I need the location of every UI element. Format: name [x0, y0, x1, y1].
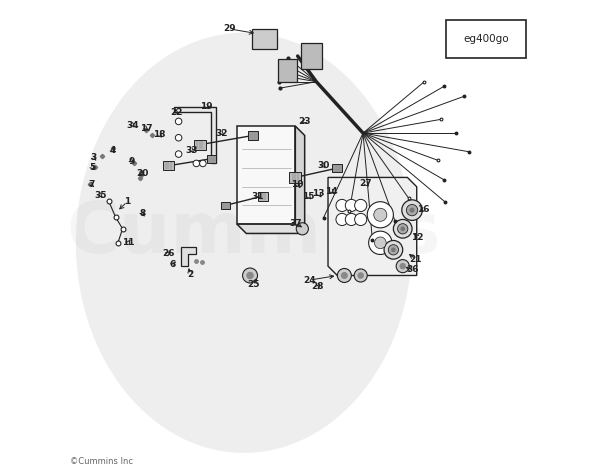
- FancyBboxPatch shape: [248, 131, 259, 140]
- Circle shape: [367, 202, 394, 228]
- Circle shape: [368, 231, 392, 255]
- Text: 30: 30: [317, 161, 329, 170]
- Circle shape: [394, 219, 412, 238]
- Circle shape: [388, 245, 398, 255]
- FancyBboxPatch shape: [163, 161, 174, 170]
- Circle shape: [374, 237, 386, 249]
- Circle shape: [175, 118, 182, 124]
- Text: 6: 6: [170, 260, 176, 269]
- Circle shape: [391, 248, 396, 252]
- Circle shape: [336, 213, 348, 226]
- Text: 27: 27: [359, 178, 371, 188]
- FancyBboxPatch shape: [206, 155, 216, 163]
- Text: 9: 9: [129, 157, 135, 166]
- Text: 37: 37: [289, 219, 302, 228]
- Circle shape: [409, 207, 415, 212]
- Circle shape: [396, 260, 409, 273]
- Circle shape: [398, 224, 408, 234]
- FancyBboxPatch shape: [301, 43, 322, 69]
- Text: 15: 15: [302, 191, 314, 201]
- Text: 32: 32: [215, 129, 228, 138]
- Circle shape: [341, 272, 348, 279]
- Text: 26: 26: [162, 249, 175, 257]
- Text: 13: 13: [313, 189, 325, 198]
- Text: 5: 5: [89, 163, 95, 172]
- Text: eg400go: eg400go: [463, 34, 509, 44]
- Text: 36: 36: [407, 265, 419, 274]
- Circle shape: [337, 269, 352, 283]
- Circle shape: [355, 199, 367, 212]
- Circle shape: [336, 199, 348, 212]
- Text: 18: 18: [153, 130, 165, 139]
- FancyBboxPatch shape: [252, 29, 277, 50]
- Text: 8: 8: [140, 209, 146, 219]
- Text: 3: 3: [91, 154, 97, 162]
- FancyBboxPatch shape: [278, 59, 297, 82]
- FancyBboxPatch shape: [446, 20, 526, 58]
- Text: 4: 4: [109, 146, 115, 155]
- Ellipse shape: [76, 33, 412, 453]
- Text: 14: 14: [325, 187, 338, 196]
- Polygon shape: [237, 224, 305, 234]
- Circle shape: [400, 227, 405, 231]
- FancyBboxPatch shape: [289, 172, 301, 183]
- Circle shape: [354, 269, 367, 282]
- Circle shape: [355, 213, 367, 226]
- Text: 19: 19: [200, 102, 213, 111]
- Text: 11: 11: [122, 238, 134, 247]
- Text: 29: 29: [224, 24, 236, 33]
- Text: 2: 2: [187, 270, 193, 279]
- Text: 28: 28: [311, 282, 324, 291]
- Circle shape: [296, 223, 308, 235]
- Text: 22: 22: [170, 108, 182, 117]
- Text: 23: 23: [298, 117, 311, 126]
- Text: 24: 24: [303, 276, 316, 285]
- FancyBboxPatch shape: [257, 192, 268, 201]
- Circle shape: [345, 199, 358, 212]
- Text: 34: 34: [127, 121, 139, 130]
- Text: 35: 35: [94, 190, 106, 200]
- Circle shape: [400, 263, 406, 270]
- Circle shape: [175, 151, 182, 157]
- Polygon shape: [181, 248, 196, 266]
- Circle shape: [402, 200, 422, 220]
- Text: 12: 12: [412, 233, 424, 241]
- Circle shape: [200, 160, 206, 167]
- Circle shape: [374, 208, 387, 221]
- Text: 7: 7: [88, 180, 94, 189]
- Circle shape: [345, 213, 358, 226]
- Text: ©Cummins Inc: ©Cummins Inc: [70, 457, 133, 466]
- Circle shape: [358, 272, 364, 279]
- Circle shape: [193, 160, 200, 167]
- Text: 21: 21: [410, 255, 422, 263]
- Text: 16: 16: [418, 205, 430, 214]
- FancyBboxPatch shape: [221, 202, 230, 209]
- Polygon shape: [237, 126, 295, 224]
- Circle shape: [242, 268, 257, 283]
- Text: 25: 25: [247, 280, 260, 289]
- FancyBboxPatch shape: [194, 139, 206, 150]
- Text: 10: 10: [292, 180, 304, 189]
- Polygon shape: [295, 126, 305, 234]
- Text: Cummins: Cummins: [66, 199, 440, 268]
- Text: 20: 20: [136, 169, 148, 178]
- Text: 17: 17: [140, 124, 152, 133]
- Circle shape: [175, 134, 182, 141]
- Circle shape: [384, 241, 403, 259]
- Text: 33: 33: [185, 146, 198, 155]
- Text: 1: 1: [124, 197, 130, 206]
- Text: 31: 31: [252, 191, 264, 201]
- Circle shape: [247, 272, 254, 279]
- Polygon shape: [328, 177, 417, 276]
- Circle shape: [406, 205, 418, 216]
- Polygon shape: [174, 107, 216, 163]
- FancyBboxPatch shape: [332, 164, 343, 172]
